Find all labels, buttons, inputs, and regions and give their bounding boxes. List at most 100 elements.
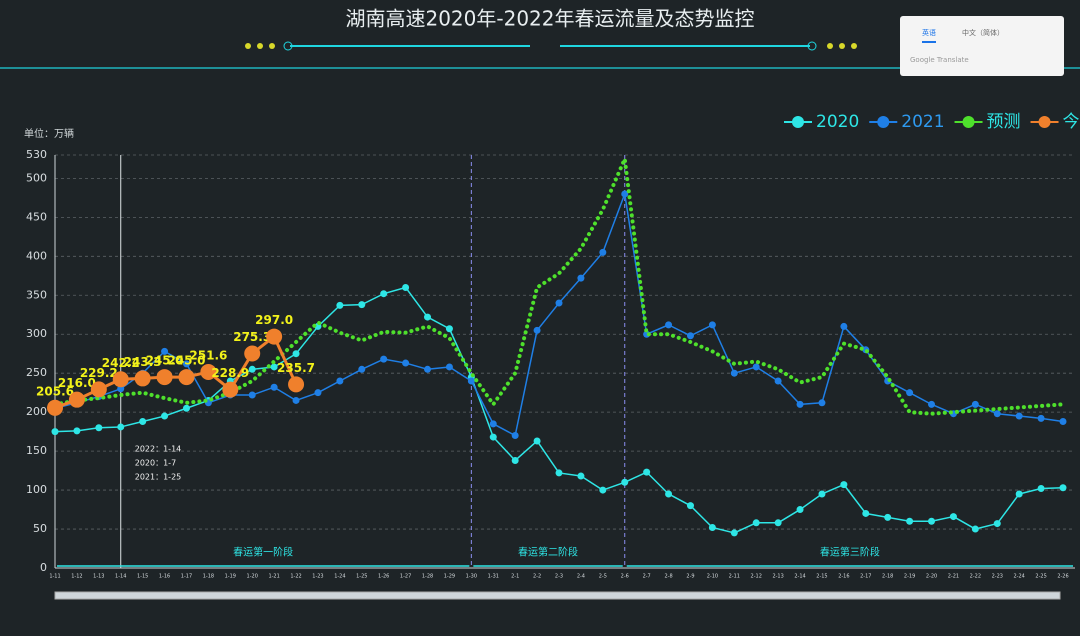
data-point: [665, 321, 673, 329]
data-label: 243.3: [124, 355, 162, 369]
x-tick-label: 2-5: [599, 574, 607, 580]
data-point: [467, 377, 475, 385]
tab[interactable]: 英语: [922, 28, 936, 43]
data-point: [358, 365, 366, 373]
x-tick-label: 2-8: [664, 574, 672, 580]
deco-dot: [283, 41, 293, 51]
data-point: [708, 523, 716, 531]
deco-dot: [807, 41, 817, 51]
x-tick-label: 1-30: [466, 574, 477, 580]
data-point: [730, 369, 738, 377]
data-point: [1037, 414, 1045, 422]
legend-marker: [1038, 116, 1051, 128]
data-point: [774, 519, 782, 527]
x-tick-label: 2-21: [948, 574, 959, 580]
x-tick-label: 1-22: [290, 574, 301, 580]
data-point: [862, 509, 870, 517]
data-point: [555, 469, 563, 477]
data-point: [95, 424, 103, 432]
x-tick-label: 2-22: [970, 574, 981, 580]
x-tick-label: 2-12: [751, 574, 762, 580]
y-tick-label: 350: [26, 288, 47, 301]
data-point: [906, 517, 914, 525]
data-point: [533, 326, 541, 334]
y-tick-label: 50: [33, 522, 47, 535]
data-point: [424, 365, 432, 373]
x-tick-label: 2-2: [533, 574, 541, 580]
data-point: [555, 299, 563, 307]
y-tick-label: 0: [40, 561, 47, 574]
data-point: [928, 400, 936, 408]
x-tick-label: 1-18: [203, 574, 214, 580]
y-tick-label: 100: [26, 483, 47, 496]
data-point: [248, 365, 256, 373]
data-point: [134, 370, 151, 387]
data-point: [533, 437, 541, 445]
data-point: [1037, 485, 1045, 493]
data-point: [949, 513, 957, 521]
data-point: [161, 347, 169, 355]
data-point: [222, 381, 239, 398]
data-point: [200, 363, 217, 380]
y-tick-label: 250: [26, 366, 47, 379]
phase-label: 春运第二阶段: [518, 545, 578, 558]
data-point: [156, 369, 173, 386]
y-tick-label: 300: [26, 327, 47, 340]
x-tick-label: 1-12: [71, 574, 82, 580]
x-tick-label: 2-6: [621, 574, 629, 580]
legend-label: 今: [1063, 112, 1080, 132]
marker-annotation: 2021：1-25: [135, 473, 182, 482]
translate-popup: 英语 中文（简体） Google Translate: [900, 16, 1064, 76]
data-point: [51, 428, 59, 436]
y-tick-label: 500: [26, 171, 47, 184]
title: 湖南高速2020年-2022年春运流量及态势监控: [345, 7, 754, 31]
x-tick-label: 1-27: [400, 574, 411, 580]
data-label: 229.2: [80, 366, 118, 380]
data-point: [292, 396, 300, 404]
data-label: 251.6: [189, 348, 227, 362]
y-tick-label: 450: [26, 210, 47, 223]
data-point: [752, 519, 760, 527]
x-tick-label: 2-14: [794, 574, 805, 580]
data-point: [380, 290, 388, 298]
data-point: [336, 377, 344, 385]
data-point: [621, 478, 629, 486]
data-point: [752, 363, 760, 371]
data-point: [90, 381, 107, 398]
x-tick-label: 1-21: [268, 574, 279, 580]
data-point: [292, 350, 300, 358]
data-label: 216.0: [58, 376, 96, 390]
deco-dots: [245, 43, 857, 49]
data-label: 297.0: [255, 313, 293, 327]
x-tick-label: 2-1: [511, 574, 519, 580]
data-point: [73, 427, 81, 435]
x-tick-label: 2-18: [882, 574, 893, 580]
data-point: [248, 391, 256, 399]
x-tick-label: 2-15: [816, 574, 827, 580]
x-tick-label: 1-20: [247, 574, 258, 580]
x-tick-label: 1-11: [49, 574, 60, 580]
x-tick-label: 2-11: [729, 574, 740, 580]
scrollbar[interactable]: [54, 591, 1061, 600]
x-tick-label: 1-25: [356, 574, 367, 580]
x-tick-label: 1-26: [378, 574, 389, 580]
y-tick-label: 150: [26, 444, 47, 457]
data-point: [112, 371, 129, 388]
data-point: [708, 321, 716, 329]
phase-label: 春运第一阶段: [233, 545, 293, 558]
data-point: [314, 389, 322, 397]
x-tick-label: 1-13: [93, 574, 104, 580]
data-point: [511, 456, 519, 464]
x-tick-label: 2-3: [555, 574, 563, 580]
legend-label: 2020: [816, 112, 859, 132]
data-point: [445, 363, 453, 371]
x-tick-label: 1-19: [225, 574, 236, 580]
tab[interactable]: 中文（简体）: [962, 29, 1004, 37]
data-point: [402, 359, 410, 367]
x-tick-label: 2-23: [992, 574, 1003, 580]
y-tick-label: 200: [26, 405, 47, 418]
data-point: [1059, 484, 1067, 492]
data-point: [686, 502, 694, 510]
